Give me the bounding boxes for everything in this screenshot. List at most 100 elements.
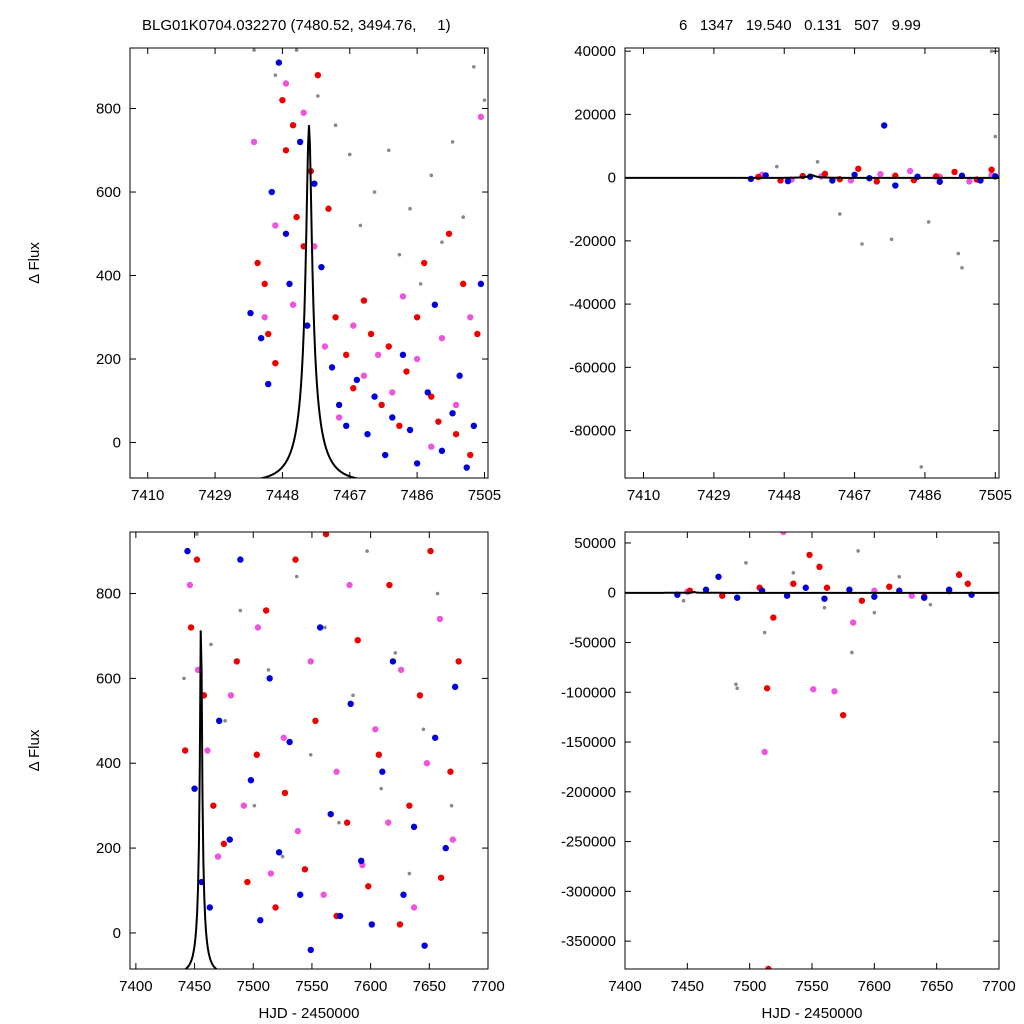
data-point-red [821, 170, 829, 178]
data-point-red [193, 556, 201, 563]
data-point-gray [238, 608, 243, 613]
data-point-blue [335, 401, 343, 409]
data-point-red [354, 636, 361, 644]
x-tick-label: 7410 [627, 487, 660, 504]
data-point-red [951, 168, 958, 176]
data-point-blue [881, 122, 888, 129]
data-point-blue [257, 334, 265, 342]
data-point-gray [372, 190, 377, 194]
data-point-red [467, 451, 474, 459]
data-point-red [282, 147, 290, 154]
x-tick-label: 7486 [400, 487, 433, 504]
y-tick-label: 600 [96, 670, 121, 687]
x-tick-label: 7650 [920, 978, 953, 995]
data-point-blue [424, 389, 431, 396]
x-axis-label: HJD - 2450000 [762, 1005, 863, 1022]
data-point-red [445, 230, 453, 237]
data-point-gray [379, 786, 383, 791]
data-point-gray [775, 164, 779, 169]
data-point-magenta [849, 619, 857, 626]
data-point-blue [343, 422, 350, 430]
data-point-gray [323, 625, 327, 630]
data-point-blue [336, 912, 344, 920]
data-point-gray [386, 148, 391, 153]
x-tick-label: 7700 [471, 978, 504, 995]
data-point-red [447, 768, 454, 775]
x-tick-label: 7650 [413, 978, 446, 995]
data-point-red [421, 259, 428, 267]
data-point-gray [273, 73, 278, 77]
data-point-blue [431, 301, 439, 308]
y-tick-label: -200000 [561, 784, 616, 801]
data-point-blue [892, 182, 899, 189]
data-point-gray [435, 591, 440, 596]
data-point-magenta [300, 109, 307, 116]
data-point-red [332, 314, 339, 321]
data-point-red [312, 717, 319, 724]
data-point-red [823, 584, 831, 591]
data-point-gray [926, 220, 931, 224]
data-point-blue [327, 810, 334, 818]
model-curve [625, 590, 999, 594]
data-point-magenta [438, 334, 446, 342]
data-point-magenta [966, 178, 973, 185]
data-point-blue [382, 451, 389, 459]
data-point-blue [802, 584, 809, 591]
data-point-gray [408, 206, 412, 211]
data-point-red [413, 314, 421, 321]
data-point-blue [851, 171, 858, 178]
data-point-red [858, 597, 866, 604]
data-point-red [360, 297, 368, 304]
x-tick-label: 7429 [198, 487, 231, 504]
data-point-magenta [413, 355, 421, 363]
plot-area [625, 49, 999, 469]
data-point-magenta [346, 581, 353, 589]
data-point-magenta [186, 581, 194, 589]
data-point-red [253, 751, 260, 758]
data-point-blue [296, 138, 304, 146]
data-point-gray [407, 871, 412, 876]
data-point-magenta [214, 853, 222, 860]
y-tick-label: -50000 [569, 634, 616, 651]
data-point-red [406, 802, 413, 809]
data-point-red [459, 280, 467, 288]
data-point-blue [368, 921, 375, 928]
data-point-blue [410, 823, 418, 831]
data-point-gray [397, 252, 402, 257]
data-point-gray [919, 465, 924, 469]
data-point-red [343, 351, 350, 359]
data-point-red [719, 592, 726, 599]
data-point-blue [379, 768, 386, 775]
data-point-red [765, 965, 772, 969]
data-point-gray [347, 152, 352, 157]
data-point-magenta [477, 113, 485, 121]
data-point-magenta [908, 592, 915, 599]
data-point-red [343, 819, 351, 826]
plot-area [247, 48, 487, 478]
data-point-blue [311, 180, 318, 187]
data-point-magenta [272, 222, 279, 229]
data-point-blue [400, 891, 407, 898]
data-point-gray [195, 532, 199, 536]
plot-area [181, 532, 462, 969]
y-tick-label: 400 [96, 755, 121, 772]
data-point-magenta [250, 138, 258, 146]
x-tick-label: 7400 [608, 978, 641, 995]
data-point-red [281, 789, 289, 797]
data-point-blue [821, 595, 828, 602]
data-point-gray [960, 265, 964, 270]
chart-panel-top-right: 7410 7429 7448 7467 7486 7505 -80000 -60000 -400… [569, 43, 1012, 504]
x-axis-label: HJD - 2450000 [259, 1005, 360, 1022]
data-point-gray [440, 240, 444, 244]
x-tick-label: 7500 [237, 978, 270, 995]
data-point-magenta [335, 414, 343, 421]
y-tick-label: -20000 [569, 233, 616, 250]
x-tick-label: 7550 [295, 978, 328, 995]
data-point-magenta [240, 802, 248, 809]
data-point-magenta [282, 80, 290, 87]
data-point-blue [328, 364, 336, 371]
data-point-blue [266, 675, 273, 682]
data-point-gray [860, 242, 864, 246]
data-point-red [254, 259, 261, 267]
data-point-magenta [333, 768, 340, 775]
